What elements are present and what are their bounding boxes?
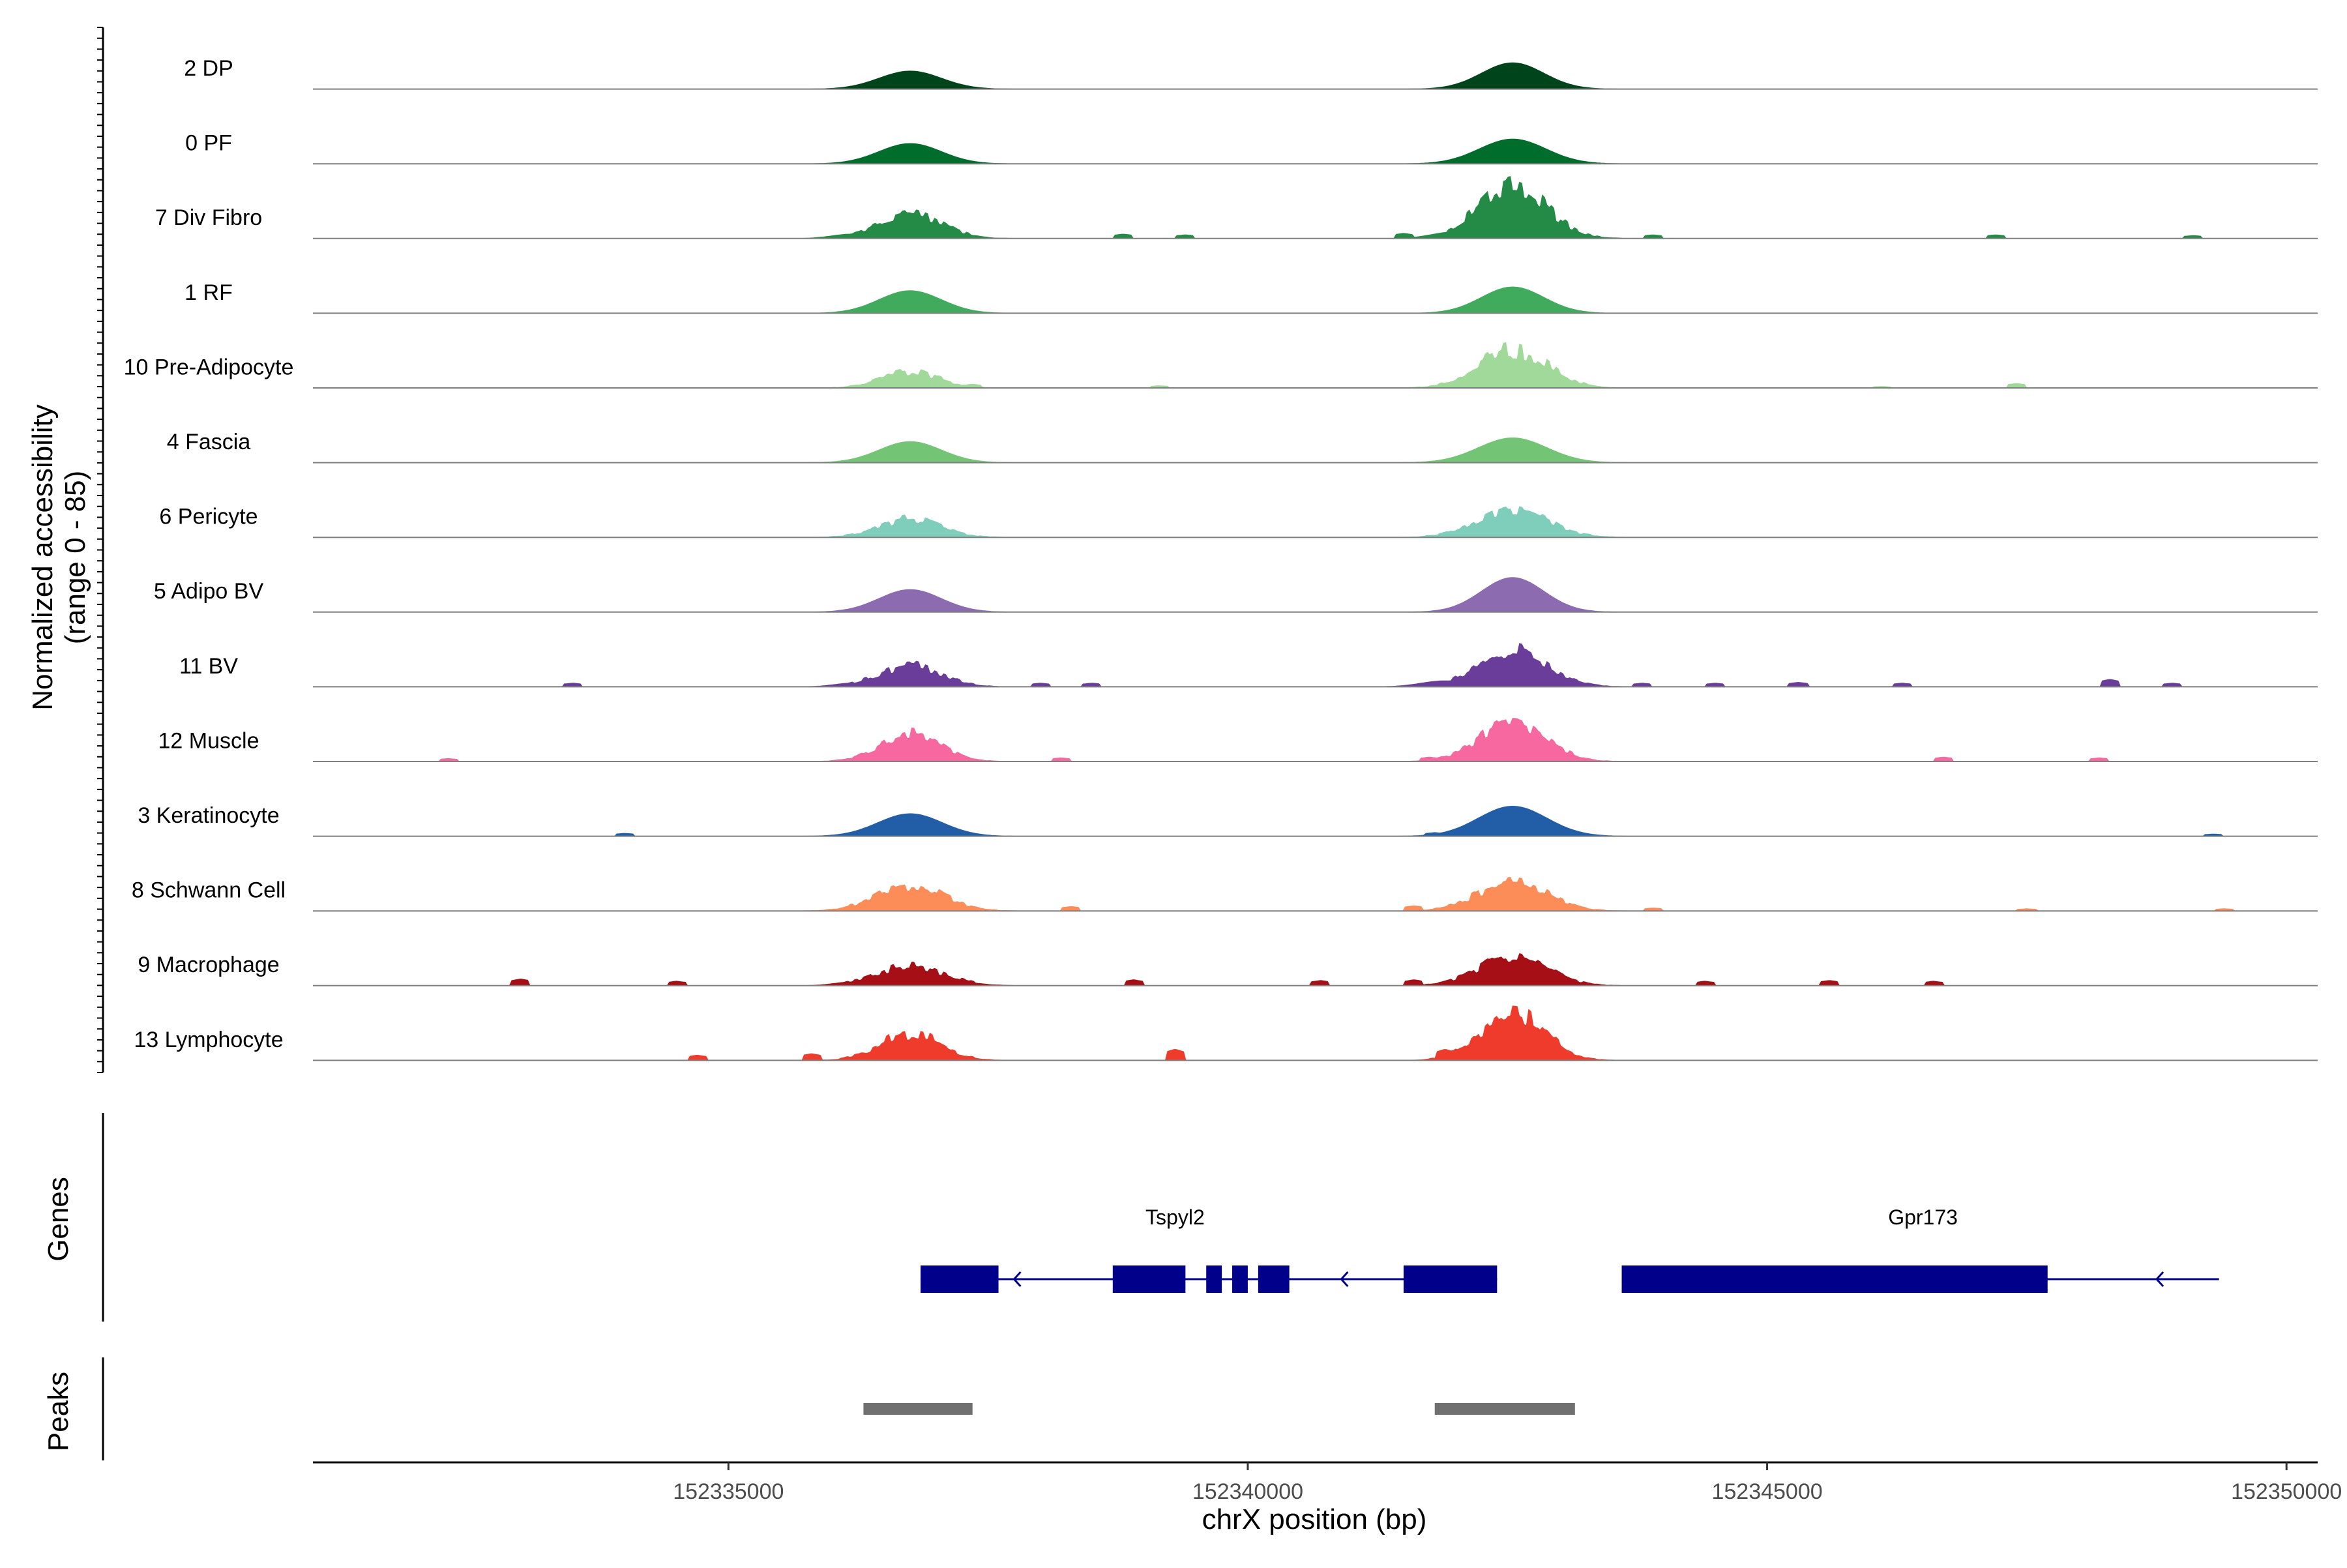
gene-exon bbox=[1206, 1265, 1222, 1293]
track-label: 6 Pericyte bbox=[159, 505, 258, 529]
peaks-panel-title: Peaks bbox=[42, 1372, 74, 1451]
x-tick-label: 152335000 bbox=[673, 1479, 784, 1504]
gene-tspyl2: Tspyl2 bbox=[921, 1206, 1498, 1293]
track-2-dp: 2 DP bbox=[184, 56, 2318, 90]
peaks-panel bbox=[102, 1357, 1575, 1460]
gene-name-label: Tspyl2 bbox=[1145, 1206, 1205, 1229]
x-axis-title: chrX position (bp) bbox=[1202, 1503, 1427, 1535]
gene-exon bbox=[1258, 1265, 1290, 1293]
coverage-area bbox=[313, 805, 2318, 837]
track-label: 3 Keratinocyte bbox=[138, 803, 279, 828]
peak-region bbox=[1434, 1403, 1575, 1415]
track-label: 1 RF bbox=[185, 280, 233, 305]
track-label: 9 Macrophage bbox=[138, 953, 279, 977]
x-tick-label: 152345000 bbox=[1711, 1479, 1822, 1504]
track-label: 5 Adipo BV bbox=[154, 579, 264, 604]
coverage-area bbox=[313, 286, 2318, 314]
strand-arrow bbox=[2155, 1271, 2164, 1288]
gene-exon bbox=[1112, 1265, 1186, 1293]
track-label: 0 PF bbox=[185, 131, 232, 156]
track-label: 2 DP bbox=[184, 56, 233, 81]
track-9-macrophage: 9 Macrophage bbox=[138, 953, 2318, 986]
gene-exon bbox=[1403, 1265, 1498, 1293]
coverage-area bbox=[313, 437, 2318, 464]
track-7-div-fibro: 7 Div Fibro bbox=[155, 176, 2318, 239]
gene-name-label: Gpr173 bbox=[1888, 1206, 1958, 1229]
track-10-pre-adipocyte: 10 Pre-Adipocyte bbox=[124, 342, 2318, 389]
track-6-pericyte: 6 Pericyte bbox=[159, 505, 2318, 539]
coverage-area bbox=[313, 176, 2318, 239]
track-label: 13 Lymphocyte bbox=[134, 1028, 283, 1052]
track-11-bv: 11 BV bbox=[179, 643, 2318, 688]
x-tick-label: 152350000 bbox=[2231, 1479, 2342, 1504]
track-8-schwann-cell: 8 Schwann Cell bbox=[132, 877, 2318, 912]
coverage-area bbox=[313, 718, 2318, 762]
coverage-area bbox=[313, 877, 2318, 911]
track-5-adipo-bv: 5 Adipo BV bbox=[154, 577, 2318, 613]
track-label: 11 BV bbox=[179, 654, 238, 679]
track-13-lymphocyte: 13 Lymphocyte bbox=[134, 1005, 2318, 1061]
track-label: 8 Schwann Cell bbox=[132, 878, 286, 903]
gene-exon bbox=[1621, 1265, 2048, 1293]
track-label: 4 Fascia bbox=[167, 430, 251, 454]
strand-arrow bbox=[1340, 1271, 1349, 1288]
track-label: 7 Div Fibro bbox=[155, 205, 262, 230]
x-axis: 152335000 152340000 152345000 152350000 bbox=[313, 1461, 2342, 1504]
track-0-pf: 0 PF bbox=[185, 131, 2318, 165]
genes-panel-title: Genes bbox=[42, 1177, 74, 1262]
gene-exon bbox=[921, 1265, 999, 1293]
y-axis-title: Normalized accessibility bbox=[27, 404, 59, 710]
coverage-area bbox=[313, 1005, 2318, 1061]
coverage-area bbox=[313, 138, 2318, 164]
coverage-tracks: 2 DP 0 PF 7 Div Fibro 1 RF 10 Pre-Adipocyte 4… bbox=[124, 56, 2318, 1061]
coverage-area bbox=[313, 643, 2318, 687]
gene-gpr173: Gpr173 bbox=[1621, 1206, 2219, 1293]
gene-exon bbox=[1232, 1265, 1248, 1293]
x-tick-label: 152340000 bbox=[1192, 1479, 1303, 1504]
genes-panel: Tspyl2 Gpr173 bbox=[102, 1113, 2219, 1322]
track-3-keratinocyte: 3 Keratinocyte bbox=[138, 803, 2318, 837]
coverage-area bbox=[313, 62, 2318, 90]
y-axis bbox=[97, 27, 104, 1073]
coverage-area bbox=[313, 953, 2318, 986]
coverage-area bbox=[313, 506, 2318, 538]
track-label: 10 Pre-Adipocyte bbox=[124, 355, 294, 379]
strand-arrow bbox=[1012, 1271, 1022, 1288]
track-4-fascia: 4 Fascia bbox=[167, 430, 2318, 464]
peak-region bbox=[863, 1403, 973, 1415]
track-label: 12 Muscle bbox=[158, 728, 259, 753]
track-1-rf: 1 RF bbox=[185, 280, 2318, 314]
coverage-area bbox=[313, 342, 2318, 389]
coverage-area bbox=[313, 577, 2318, 613]
track-12-muscle: 12 Muscle bbox=[158, 718, 2318, 762]
y-axis-range-label: (range 0 - 85) bbox=[59, 471, 91, 645]
